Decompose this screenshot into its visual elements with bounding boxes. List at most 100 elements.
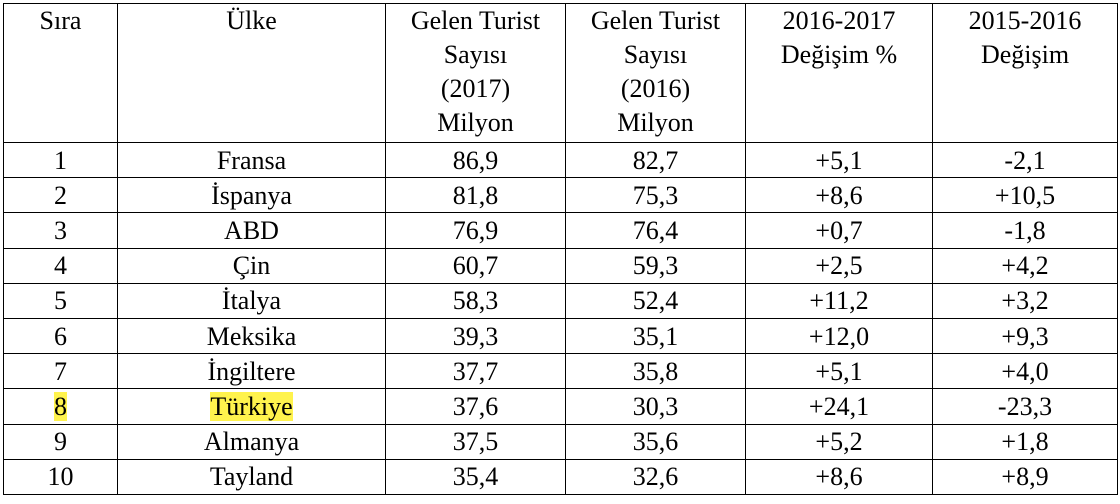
- cell-text: Türkiye: [210, 391, 293, 421]
- table-cell: -1,8: [932, 212, 1118, 249]
- cell-text: +10,5: [994, 180, 1056, 210]
- table-cell: Çin: [117, 247, 386, 284]
- table-cell: 60,7: [385, 247, 566, 284]
- header-cell: Ülke: [117, 3, 386, 143]
- cell-text: 35,4: [452, 462, 499, 492]
- table-cell: 30,3: [565, 388, 746, 425]
- table-cell: +1,8: [932, 423, 1118, 460]
- cell-text: +12,0: [808, 321, 870, 351]
- table-cell: Meksika: [117, 317, 386, 355]
- table-cell: Tayland: [117, 458, 386, 495]
- table-row: 8 Türkiye 37,6 30,3 +24,1 -23,3: [3, 388, 1118, 425]
- cell-text: 8: [54, 391, 67, 421]
- table-cell: 76,9: [385, 212, 566, 249]
- table-cell: 58,3: [385, 282, 566, 319]
- table-cell: 81,8: [385, 177, 566, 214]
- table-cell: 37,6: [385, 388, 566, 425]
- table-cell: 10: [3, 458, 118, 495]
- table-row: 2 İspanya 81,8 75,3 +8,6 +10,5: [3, 177, 1118, 214]
- header-text: 2016-2017: [782, 6, 896, 35]
- table-cell: +9,3: [932, 317, 1118, 355]
- header-row: Sıra Ülke Gelen Turist Sayısı (2017) Milyon Ge…: [3, 3, 1118, 143]
- header-text: Değişim %: [780, 40, 898, 69]
- cell-text: İspanya: [211, 180, 292, 210]
- cell-text: +11,2: [809, 286, 869, 316]
- cell-text: 3: [54, 215, 67, 245]
- table-cell: 7: [3, 353, 118, 390]
- table-cell: İngiltere: [117, 353, 386, 390]
- header-cell: Gelen Turist Sayısı (2016) Milyon: [565, 3, 746, 143]
- header-text: Gelen Turist: [590, 6, 721, 35]
- cell-text: +5,1: [815, 145, 863, 175]
- table-cell: Türkiye: [117, 388, 386, 425]
- table-cell: İtalya: [117, 282, 386, 319]
- cell-text: 82,7: [632, 145, 679, 175]
- cell-text: Fransa: [216, 145, 287, 175]
- cell-text: +0,7: [815, 215, 863, 245]
- table-cell: 75,3: [565, 177, 746, 214]
- cell-text: +4,2: [1001, 251, 1049, 281]
- header-cell: Sıra: [3, 3, 118, 143]
- table-cell: +4,2: [932, 247, 1118, 284]
- cell-text: 2: [54, 180, 67, 210]
- header-text: 2015-2016: [968, 6, 1082, 35]
- cell-text: 37,6: [452, 391, 499, 421]
- table-cell: 52,4: [565, 282, 746, 319]
- cell-text: 52,4: [632, 286, 679, 316]
- table-cell: İspanya: [117, 177, 386, 214]
- table-row: 7 İngiltere 37,7 35,8 +5,1 +4,0: [3, 353, 1118, 390]
- table-cell: 76,4: [565, 212, 746, 249]
- cell-text: 60,7: [452, 251, 499, 281]
- cell-text: 37,5: [452, 427, 499, 457]
- table-cell: 86,9: [385, 141, 566, 179]
- cell-text: 35,6: [632, 427, 679, 457]
- cell-text: 75,3: [632, 180, 679, 210]
- table-cell: 35,8: [565, 353, 746, 390]
- header-text: Milyon: [617, 108, 694, 137]
- table-cell: +10,5: [932, 177, 1118, 214]
- table-cell: 37,5: [385, 423, 566, 460]
- table-cell: 6: [3, 317, 118, 355]
- table-cell: +0,7: [745, 212, 933, 249]
- table-cell: ABD: [117, 212, 386, 249]
- header-text: (2017): [440, 74, 511, 103]
- cell-text: 32,6: [632, 462, 679, 492]
- cell-text: 9: [54, 427, 67, 457]
- cell-text: Tayland: [209, 462, 294, 492]
- header-text: Sayısı: [623, 40, 688, 69]
- cell-text: Almanya: [203, 427, 300, 457]
- cell-text: 86,9: [452, 145, 499, 175]
- cell-text: Meksika: [206, 321, 297, 351]
- cell-text: +8,6: [815, 462, 863, 492]
- cell-text: -1,8: [1004, 215, 1046, 245]
- cell-text: 10: [47, 462, 74, 492]
- table-cell: 2: [3, 177, 118, 214]
- table-row: 1 Fransa 86,9 82,7 +5,1 -2,1: [3, 141, 1118, 179]
- header-text: Sıra: [39, 6, 82, 35]
- cell-text: 35,1: [632, 321, 679, 351]
- cell-text: 5: [54, 286, 67, 316]
- cell-text: 59,3: [632, 251, 679, 281]
- cell-text: +4,0: [1001, 356, 1049, 386]
- table-row: 5 İtalya 58,3 52,4 +11,2 +3,2: [3, 282, 1118, 319]
- table-cell: +8,6: [745, 458, 933, 495]
- table-cell: 82,7: [565, 141, 746, 179]
- table-cell: 5: [3, 282, 118, 319]
- header-cell: 2015-2016 Değişim: [932, 3, 1118, 143]
- cell-text: -23,3: [997, 391, 1053, 421]
- cell-text: 4: [54, 251, 67, 281]
- cell-text: +9,3: [1001, 321, 1049, 351]
- table-cell: 35,6: [565, 423, 746, 460]
- table-row: 9 Almanya 37,5 35,6 +5,2 +1,8: [3, 423, 1118, 460]
- table-cell: +8,6: [745, 177, 933, 214]
- cell-text: -2,1: [1004, 145, 1046, 175]
- table-cell: +5,1: [745, 141, 933, 179]
- cell-text: +8,6: [815, 180, 863, 210]
- tourism-table: Sıra Ülke Gelen Turist Sayısı (2017) Milyon Ge…: [3, 3, 1118, 495]
- cell-text: İngiltere: [207, 356, 296, 386]
- table-cell: +8,9: [932, 458, 1118, 495]
- cell-text: 30,3: [632, 391, 679, 421]
- cell-text: 1: [54, 145, 67, 175]
- cell-text: +3,2: [1001, 286, 1049, 316]
